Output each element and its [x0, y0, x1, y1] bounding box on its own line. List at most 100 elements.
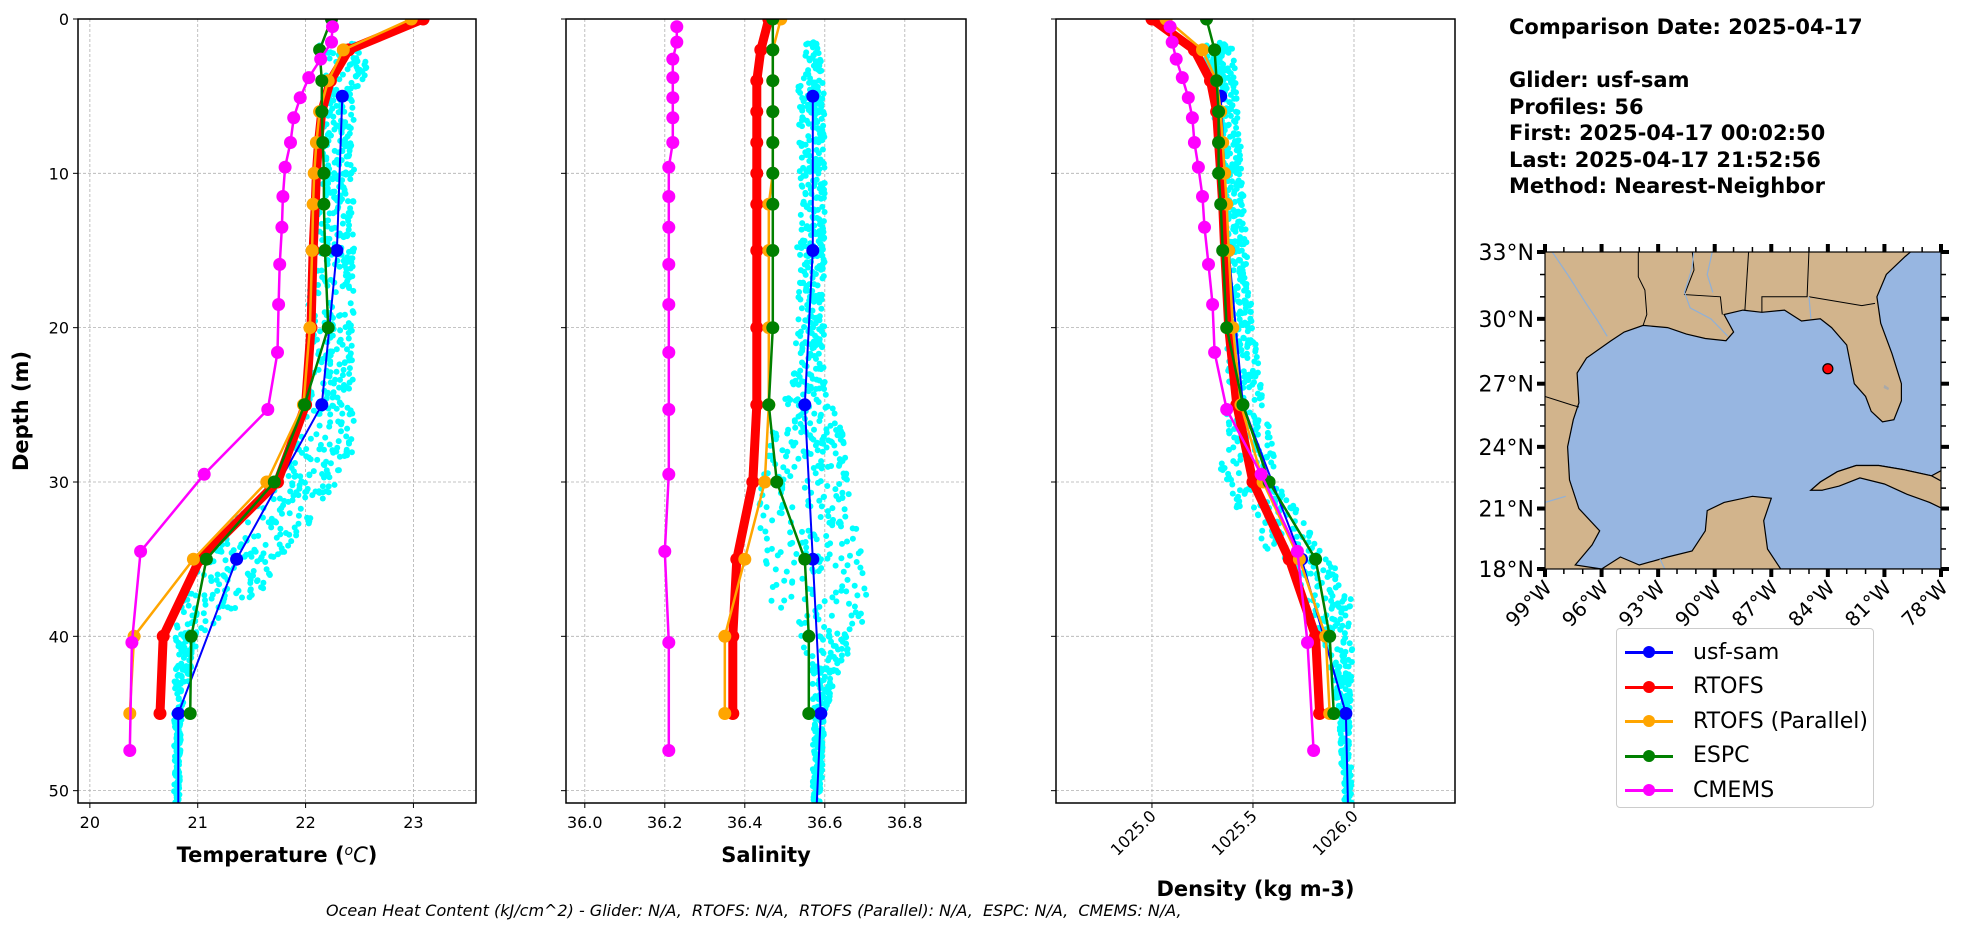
scatter-point: [363, 64, 370, 71]
scatter-point: [1342, 670, 1349, 677]
scatter-point: [354, 83, 361, 89]
legend-item-rtofs-parallel: RTOFS (Parallel): [1625, 704, 1873, 739]
scatter-point: [819, 146, 826, 153]
scatter-point: [1341, 796, 1348, 803]
data-point: [276, 190, 290, 203]
scatter-point: [854, 592, 861, 599]
scatter-point: [1237, 267, 1244, 273]
x-tick-label: 36.8: [887, 813, 923, 832]
data-point: [1254, 467, 1268, 481]
scatter-point: [344, 425, 351, 432]
scatter-point: [1226, 421, 1233, 428]
scatter-point: [818, 667, 825, 674]
scatter-point: [790, 442, 797, 449]
scatter-point: [344, 161, 351, 168]
scatter-point: [809, 653, 816, 660]
scatter-point: [349, 231, 356, 238]
scatter-point: [783, 568, 790, 575]
series-espc: [762, 19, 816, 720]
scatter-point: [823, 702, 830, 709]
scatter-point: [817, 514, 824, 520]
scatter-point: [349, 104, 356, 111]
data-point: [1175, 71, 1189, 85]
scatter-point: [339, 372, 346, 379]
scatter-point: [807, 383, 814, 390]
series-espc: [183, 19, 338, 720]
scatter-point: [335, 467, 342, 474]
scatter-point: [1269, 452, 1276, 458]
scatter-point: [814, 447, 821, 454]
data-point: [317, 197, 331, 211]
scatter-point: [1220, 61, 1227, 68]
scatter-point: [809, 661, 816, 667]
scatter-point: [839, 458, 846, 464]
x-tick: [1656, 244, 1661, 252]
data-point: [1282, 552, 1296, 566]
scatter-point: [805, 71, 812, 78]
scatter-point: [851, 582, 858, 589]
scatter-point: [839, 583, 846, 590]
scatter-point: [799, 114, 806, 121]
scatter-point: [800, 173, 807, 179]
scatter-point: [795, 371, 802, 378]
scatter-point: [807, 40, 814, 47]
scatter-point: [224, 604, 231, 611]
scatter-point: [263, 566, 270, 573]
scatter-point: [335, 109, 342, 116]
scatter-point: [819, 380, 826, 386]
scatter-point: [859, 570, 866, 577]
scatter-point: [809, 345, 816, 352]
data-point: [806, 89, 820, 103]
data-point: [272, 298, 286, 311]
series-line: [728, 19, 774, 714]
data-point: [278, 160, 292, 174]
scatter-point: [1257, 381, 1264, 388]
scatter-point: [778, 504, 785, 511]
scatter-point: [1341, 788, 1348, 795]
legend-marker-icon: [1625, 677, 1673, 697]
legend-label: RTOFS: [1693, 674, 1764, 700]
x-axis-label: Salinity: [721, 843, 811, 867]
scatter-point: [838, 587, 845, 594]
scatter-point: [769, 517, 776, 524]
scatter-point: [832, 656, 839, 663]
scatter-point: [1235, 210, 1242, 217]
scatter-point: [202, 618, 209, 625]
scatter-point: [346, 370, 353, 377]
scatter-point: [1347, 596, 1354, 603]
scatter-point: [810, 436, 817, 443]
scatter-point: [249, 572, 256, 579]
data-point: [1220, 321, 1234, 335]
scatter-point: [832, 450, 839, 457]
density-panel: 1025.0 1025.5 1026.0 Density (kg m-3): [1051, 18, 1456, 901]
axes-frame: [77, 18, 477, 804]
y-tick-label: 10: [49, 164, 69, 183]
scatter-point: [1278, 488, 1285, 495]
scatter-point: [1271, 540, 1278, 547]
data-point: [666, 111, 680, 125]
scatter-point: [798, 305, 805, 312]
scatter-point: [325, 162, 332, 169]
x-tick-label: 20: [80, 813, 100, 832]
data-point: [287, 111, 301, 125]
scatter-point: [820, 440, 827, 447]
scatter-point: [841, 631, 848, 638]
scatter-point: [1264, 429, 1271, 436]
scatter-point: [171, 719, 178, 726]
scatter-point: [339, 71, 346, 78]
scatter-point: [173, 622, 180, 629]
scatter-point: [843, 476, 850, 483]
data-point: [662, 403, 676, 416]
scatter-point: [1253, 354, 1260, 360]
x-tick: [1882, 569, 1887, 577]
y-tick: [1941, 444, 1949, 449]
scatter-point: [213, 577, 220, 583]
data-point: [806, 244, 820, 257]
scatter-point: [334, 444, 341, 451]
scatter-point: [1248, 300, 1255, 307]
scatter-point: [816, 216, 823, 223]
scatter-point: [799, 359, 805, 366]
series-cmems: [658, 20, 684, 757]
scatter-point: [774, 552, 781, 559]
scatter-point: [1332, 573, 1339, 580]
